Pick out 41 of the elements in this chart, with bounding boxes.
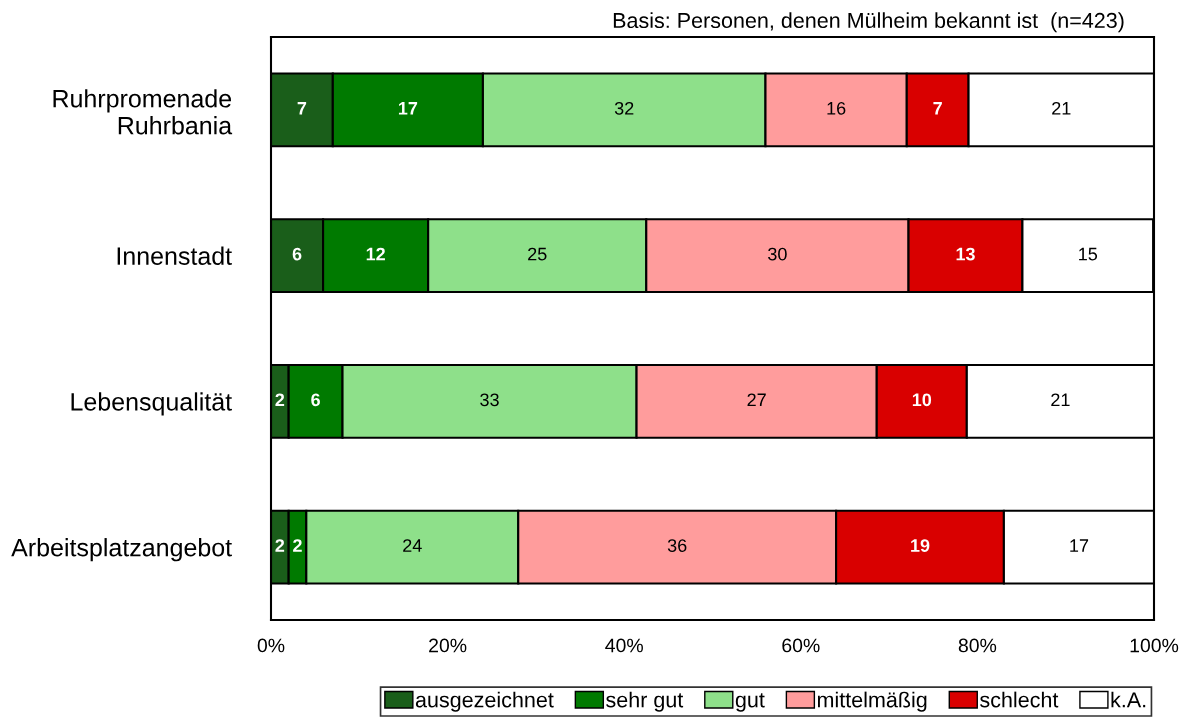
data-label: 7 [933, 102, 942, 115]
data-label: 6 [311, 393, 320, 407]
data-label: 32 [614, 101, 634, 115]
data-label: 21 [1051, 393, 1070, 407]
data-label: 17 [1070, 539, 1089, 552]
y-tick-label: Lebensqualität [71, 392, 232, 416]
data-label: 36 [667, 539, 687, 552]
y-tick-label: Ruhrpromenade Ruhrbania [53, 89, 233, 135]
data-label: 25 [528, 247, 547, 261]
x-tick-label: 20% [429, 638, 467, 653]
data-label: 16 [827, 101, 846, 115]
data-label: 10 [912, 393, 932, 407]
x-tick-label: 60% [782, 638, 820, 653]
data-label: 7 [297, 102, 307, 115]
data-label: 33 [480, 393, 499, 407]
data-label: 12 [366, 247, 385, 261]
data-label: 2 [275, 393, 285, 407]
data-label: 30 [768, 247, 787, 261]
data-label: 2 [275, 539, 285, 552]
data-label: 19 [911, 539, 930, 552]
y-tick-label: Innenstadt [117, 246, 232, 265]
legend-label: gut [735, 693, 765, 712]
data-label: 2 [293, 539, 302, 552]
legend-label: k.A. [1111, 691, 1146, 708]
legend-label: ausgezeichnet [415, 691, 554, 712]
data-label: 24 [403, 539, 422, 552]
x-tick-label: 80% [958, 638, 997, 653]
data-label: 17 [398, 102, 418, 115]
data-label: 6 [292, 247, 302, 261]
data-label: 15 [1079, 247, 1098, 261]
data-label: 27 [747, 393, 766, 407]
legend-label: mittelmäßig [817, 691, 927, 712]
data-label: 21 [1052, 101, 1071, 115]
legend-label: schlecht [980, 691, 1059, 708]
x-tick-label: 100% [1130, 638, 1179, 653]
y-tick-label: Arbeitsplatzangebot [11, 538, 232, 562]
text: Basis: Personen, denen Mülheim bekannt ist (n=423) [613, 12, 1124, 33]
x-tick-label: 0% [257, 638, 285, 653]
data-label: 13 [956, 247, 975, 261]
legend-label: sehr gut [606, 691, 684, 712]
x-tick-label: 40% [605, 638, 643, 653]
